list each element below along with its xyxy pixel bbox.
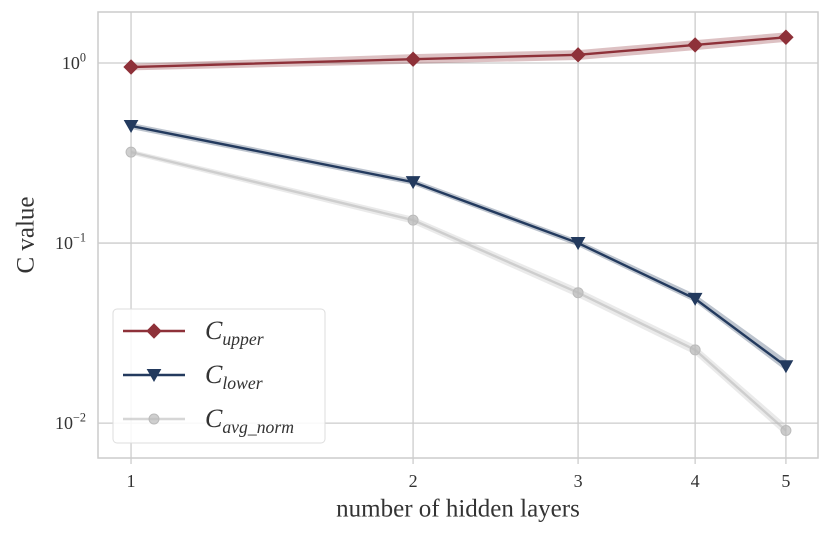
y-tick-label: 10−1 — [55, 230, 86, 253]
data-point — [570, 237, 586, 251]
legend-marker — [146, 369, 162, 383]
x-tick-label: 3 — [574, 471, 583, 491]
data-point — [123, 59, 139, 75]
data-point — [572, 287, 584, 299]
data-point — [687, 292, 703, 306]
legend-marker — [146, 323, 162, 339]
y-axis-label: C value — [13, 196, 40, 273]
x-axis-label: number of hidden layers — [336, 496, 580, 523]
legend-box — [112, 308, 326, 444]
data-point — [407, 214, 419, 226]
data-point — [125, 146, 137, 158]
x-tick-label: 5 — [781, 471, 790, 491]
y-tick-label: 10−2 — [55, 410, 86, 433]
legend-label: Cavg_norm — [205, 404, 294, 437]
legend-label: Cupper — [205, 316, 264, 349]
data-point — [405, 51, 421, 67]
x-tick-label: 2 — [409, 471, 418, 491]
data-point — [778, 29, 794, 45]
data-point — [123, 119, 139, 133]
legend-marker — [148, 413, 160, 425]
legend-label: Clower — [205, 360, 263, 393]
data-point — [689, 344, 701, 356]
data-point — [405, 176, 421, 190]
y-tick-label: 100 — [62, 50, 86, 73]
data-point — [778, 360, 794, 374]
x-tick-label: 4 — [691, 471, 700, 491]
x-tick-label: 1 — [127, 471, 136, 491]
data-point — [570, 47, 586, 63]
data-point — [780, 424, 792, 436]
data-point — [687, 37, 703, 53]
confidence-band — [131, 32, 786, 71]
legend: Cupper Clower Cavg_norm — [112, 308, 326, 444]
